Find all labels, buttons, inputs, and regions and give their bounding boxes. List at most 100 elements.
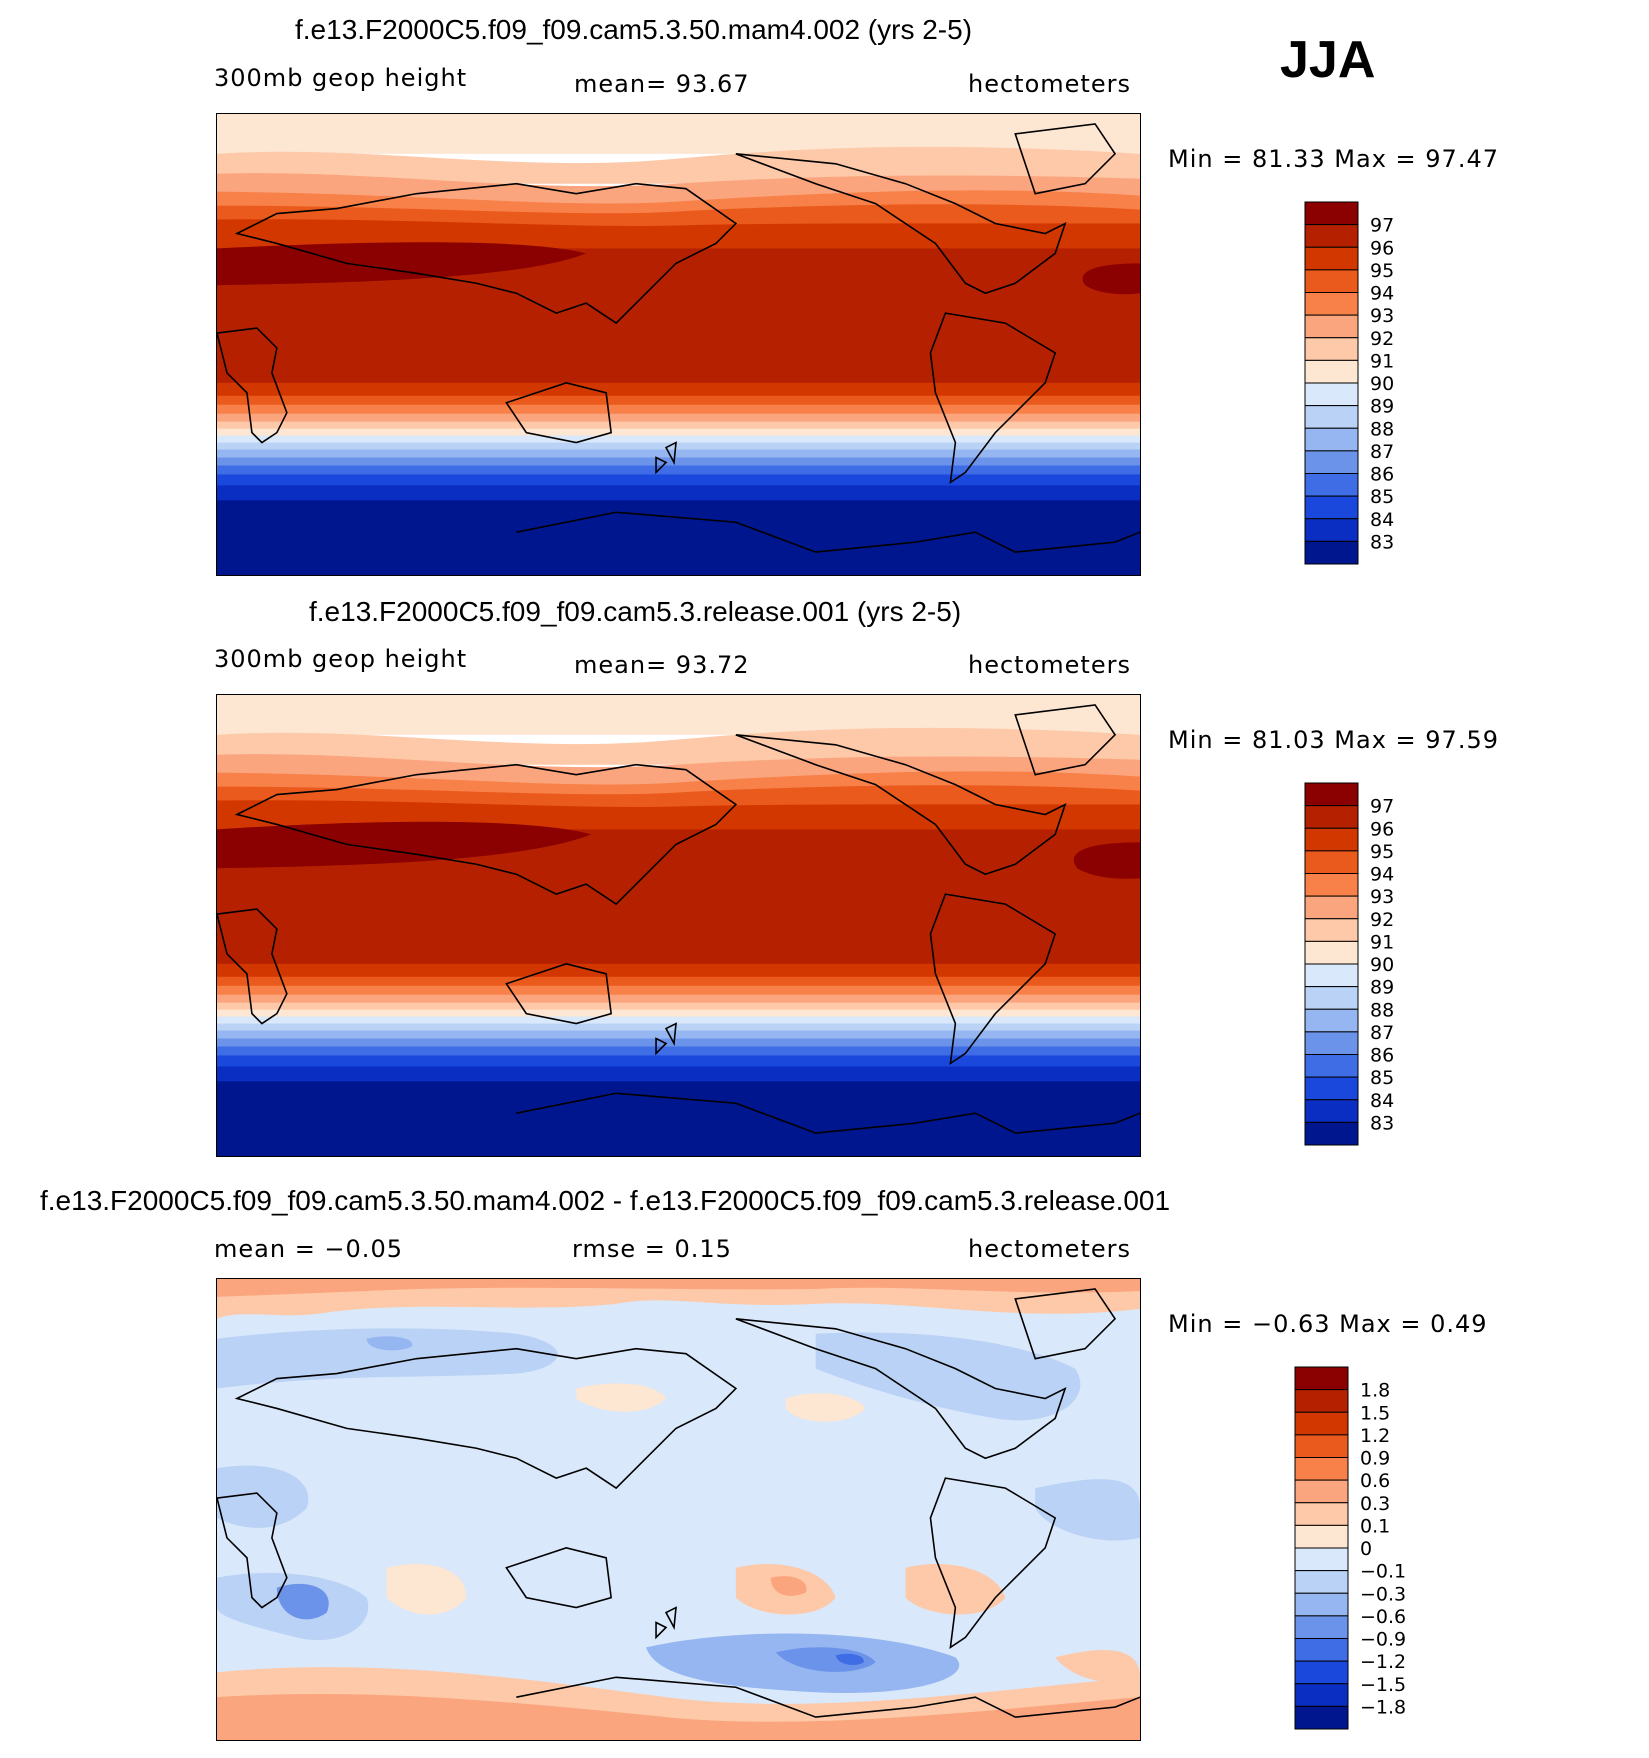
panel-2-units-label: hectometers	[968, 651, 1131, 679]
colorbar-tick-label: 94	[1370, 864, 1394, 886]
colorbar-segment	[1294, 1366, 1349, 1391]
colorbar-segment	[1304, 1076, 1359, 1101]
panel-3-colorbar: 1.8 1.5 1.2 0.9 0.6 0.3 0.1 0 −0.1 −0.3 −0.6 −0.9 −1…	[1294, 1366, 1415, 1742]
colorbar-segment	[1304, 782, 1359, 807]
colorbar-segment	[1304, 986, 1359, 1010]
colorbar-tick-label: 0.3	[1360, 1493, 1390, 1515]
colorbar-tick-label: 0	[1360, 1538, 1372, 1560]
colorbar-segment	[1294, 1705, 1349, 1730]
colorbar-tick-label: 89	[1370, 396, 1394, 418]
colorbar-segment	[1294, 1457, 1349, 1481]
colorbar-segment	[1294, 1524, 1349, 1549]
colorbar-tick-label: 96	[1370, 237, 1394, 259]
colorbar-tick-label: −1.2	[1360, 1651, 1406, 1673]
colorbar-tick-label: −0.6	[1360, 1606, 1406, 1628]
panel-3-colorbar-svg: 1.81.51.20.90.60.30.10−0.1−0.3−0.6−0.9−1…	[1294, 1366, 1406, 1730]
colorbar-segment	[1304, 518, 1359, 542]
colorbar-tick-label: 92	[1370, 328, 1394, 350]
colorbar-segment	[1304, 918, 1359, 942]
panel-1-units-label: hectometers	[968, 70, 1131, 98]
panel-1-map	[216, 113, 1141, 576]
colorbar-tick-label: 95	[1370, 260, 1394, 282]
colorbar-tick-label: 86	[1370, 464, 1394, 486]
colorbar-tick-label: 88	[1370, 999, 1394, 1021]
colorbar-segment	[1294, 1479, 1349, 1504]
colorbar-segment	[1304, 337, 1359, 361]
colorbar-tick-label: 87	[1370, 441, 1394, 463]
colorbar-tick-label: 84	[1370, 509, 1394, 531]
colorbar-segment	[1304, 314, 1359, 339]
panel-1-contour-field	[217, 114, 1140, 575]
colorbar-segment	[1294, 1638, 1349, 1662]
colorbar-segment	[1294, 1570, 1349, 1594]
colorbar-segment	[1294, 1660, 1349, 1685]
colorbar-tick-label: 97	[1370, 796, 1394, 818]
panel-2-map	[216, 694, 1141, 1157]
colorbar-segment	[1304, 1099, 1359, 1123]
colorbar-tick-label: −1.5	[1360, 1674, 1406, 1696]
colorbar-tick-label: −1.8	[1360, 1696, 1406, 1718]
panel-2-mean-label: mean= 93.72	[574, 651, 750, 679]
colorbar-tick-label: 1.2	[1360, 1425, 1390, 1447]
colorbar-segment	[1304, 805, 1359, 829]
panel-3-rmse-label: rmse = 0.15	[572, 1235, 732, 1263]
panel-1-colorbar: 97 96 95 94 93 92 91 90 89 88 87 86 85 84 83	[1304, 201, 1415, 577]
colorbar-tick-label: 87	[1370, 1022, 1394, 1044]
panel-2-variable-label: 300mb geop height	[214, 645, 468, 673]
colorbar-segment	[1304, 246, 1359, 271]
colorbar-segment	[1304, 201, 1359, 226]
colorbar-segment	[1304, 827, 1359, 852]
colorbar-segment	[1304, 1121, 1359, 1146]
panel-1-min-max: Min = 81.33 Max = 97.47	[1168, 145, 1499, 173]
colorbar-segment	[1294, 1547, 1349, 1572]
colorbar-segment	[1294, 1411, 1349, 1436]
panel-3-min-max: Min = −0.63 Max = 0.49	[1168, 1310, 1488, 1338]
colorbar-tick-label: −0.1	[1360, 1561, 1406, 1583]
panel-2-min-max: Min = 81.03 Max = 97.59	[1168, 726, 1499, 754]
colorbar-tick-label: 86	[1370, 1045, 1394, 1067]
panel-2-colorbar: 97 96 95 94 93 92 91 90 89 88 87 86 85 84 83	[1304, 782, 1415, 1158]
panel-3-map	[216, 1278, 1141, 1741]
colorbar-tick-label: 92	[1370, 909, 1394, 931]
colorbar-segment	[1304, 269, 1359, 293]
colorbar-tick-label: 0.6	[1360, 1470, 1390, 1492]
colorbar-tick-label: 94	[1370, 283, 1394, 305]
colorbar-segment	[1304, 940, 1359, 965]
colorbar-tick-label: 1.8	[1360, 1380, 1390, 1402]
colorbar-segment	[1304, 382, 1359, 407]
colorbar-tick-label: 84	[1370, 1090, 1394, 1112]
colorbar-segment	[1294, 1683, 1349, 1707]
panel-2-contour-field	[217, 695, 1140, 1156]
colorbar-tick-label: 1.5	[1360, 1402, 1390, 1424]
colorbar-tick-label: 96	[1370, 818, 1394, 840]
colorbar-tick-label: 83	[1370, 1112, 1394, 1134]
colorbar-tick-label: 83	[1370, 531, 1394, 553]
panel-3-contour-field	[217, 1279, 1140, 1740]
panel-3-units-label: hectometers	[968, 1235, 1131, 1263]
colorbar-tick-label: 0.1	[1360, 1515, 1390, 1537]
colorbar-segment	[1304, 450, 1359, 474]
colorbar-tick-label: 91	[1370, 931, 1394, 953]
colorbar-tick-label: 85	[1370, 486, 1394, 508]
colorbar-tick-label: 95	[1370, 841, 1394, 863]
colorbar-segment	[1294, 1592, 1349, 1617]
colorbar-tick-label: 0.9	[1360, 1448, 1390, 1470]
colorbar-segment	[1304, 873, 1359, 897]
colorbar-segment	[1304, 427, 1359, 452]
panel-2-title: f.e13.F2000C5.f09_f09.cam5.3.release.001…	[309, 596, 962, 627]
colorbar-tick-label: 88	[1370, 418, 1394, 440]
colorbar-segment	[1294, 1502, 1349, 1526]
colorbar-tick-label: 90	[1370, 373, 1394, 395]
colorbar-tick-label: 93	[1370, 886, 1394, 908]
colorbar-segment	[1294, 1615, 1349, 1639]
colorbar-segment	[1294, 1434, 1349, 1458]
colorbar-segment	[1304, 359, 1359, 384]
colorbar-tick-label: −0.3	[1360, 1583, 1406, 1605]
colorbar-tick-label: 85	[1370, 1067, 1394, 1089]
colorbar-tick-label: 89	[1370, 977, 1394, 999]
colorbar-tick-label: 97	[1370, 215, 1394, 237]
panel-1-mean-label: mean= 93.67	[574, 70, 750, 98]
colorbar-segment	[1304, 1054, 1359, 1078]
panel-1-title: f.e13.F2000C5.f09_f09.cam5.3.50.mam4.002…	[295, 14, 973, 45]
